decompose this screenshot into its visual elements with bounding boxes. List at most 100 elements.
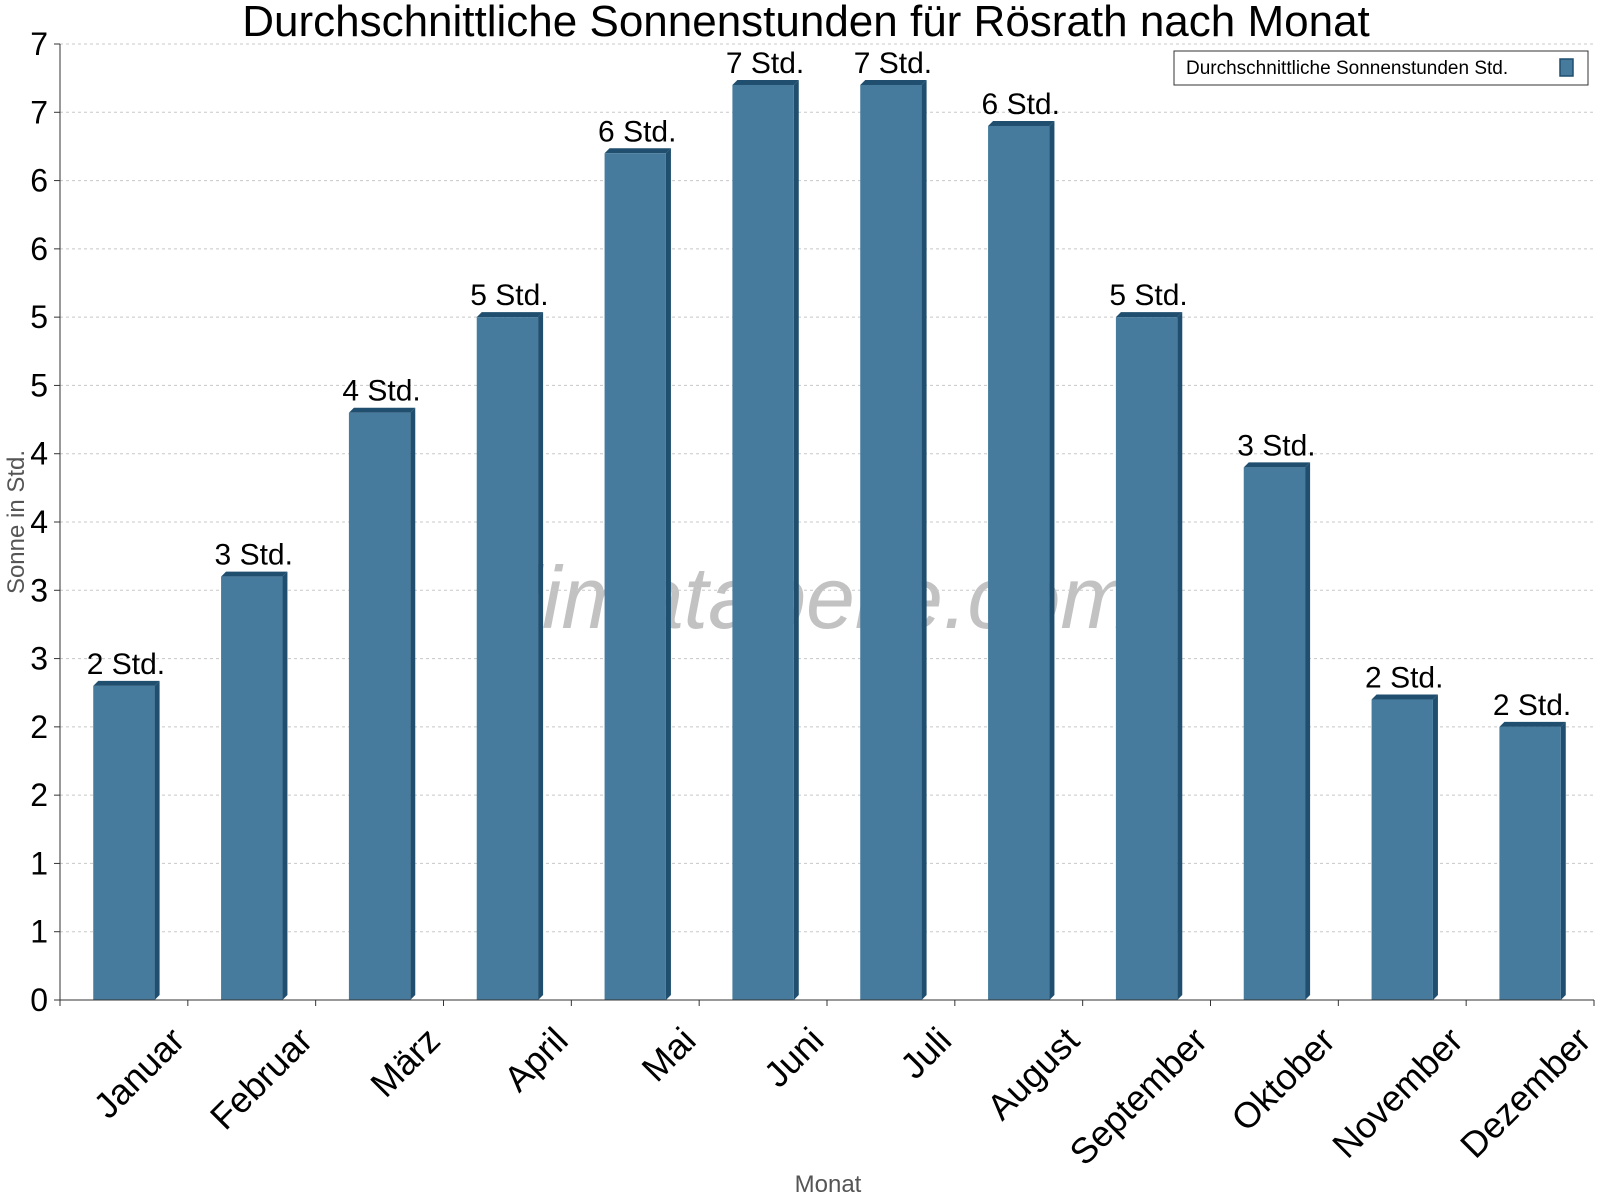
bar-value-label: 4 Std. <box>342 375 420 408</box>
bar-value-label: 7 Std. <box>854 47 932 80</box>
bar-front <box>93 685 155 1000</box>
bar-value-label: 5 Std. <box>1109 279 1187 312</box>
x-tick-label: Februar <box>202 1019 320 1137</box>
bar-side <box>793 79 799 1000</box>
x-tick-label: August <box>979 1019 1087 1127</box>
bar-value-label: 6 Std. <box>598 115 676 148</box>
bar-top <box>348 407 416 413</box>
bar-side <box>1560 721 1566 1000</box>
x-tick-label: Juni <box>756 1019 832 1095</box>
bar-front <box>988 125 1050 1000</box>
legend: Durchschnittliche Sonnenstunden Std. <box>1173 50 1589 86</box>
value-labels: 2 Std. 3 Std. 4 Std. 5 Std. 6 Std. 7 Std. 7 St… <box>87 47 1572 722</box>
x-tick-label: Oktober <box>1223 1019 1343 1139</box>
bar-top <box>1115 312 1183 318</box>
bar-side <box>154 680 160 1000</box>
bar <box>1243 462 1311 1000</box>
y-tick-label: 1 <box>30 845 48 881</box>
y-tick-label: 2 <box>30 777 48 813</box>
bar-side <box>282 571 288 1000</box>
bar-side <box>921 79 927 1000</box>
x-tick-label: Juli <box>892 1019 959 1086</box>
bar-value-label: 3 Std. <box>1237 429 1315 462</box>
bar <box>732 79 799 1000</box>
bar <box>1499 721 1566 1000</box>
bar-front <box>1243 467 1306 1000</box>
legend-entry-label: Durchschnittliche Sonnenstunden Std. <box>1186 58 1508 79</box>
y-ticks: 0 1 1 2 2 3 3 4 4 5 5 6 6 7 7 <box>30 26 60 1018</box>
chart-title: Durchschnittliche Sonnenstunden für Rösr… <box>242 0 1370 46</box>
y-tick-label: 7 <box>30 94 48 130</box>
bar <box>476 312 544 1001</box>
bar-value-label: 7 Std. <box>726 47 804 80</box>
x-tick-label: September <box>1061 1019 1215 1173</box>
x-axis-title: Monat <box>795 1171 862 1198</box>
bar-top <box>93 680 160 686</box>
bar-front <box>732 84 794 1000</box>
legend-box <box>1173 50 1589 86</box>
bar <box>348 407 416 1000</box>
bar-front <box>604 153 666 1000</box>
x-tick-label: April <box>496 1019 576 1099</box>
x-tick-label: Dezember <box>1452 1019 1598 1165</box>
x-tick-label: Mai <box>634 1019 704 1089</box>
bar-top <box>1499 721 1566 727</box>
y-tick-label: 6 <box>30 231 48 267</box>
y-tick-label: 4 <box>30 504 48 540</box>
x-tick-label: November <box>1324 1019 1470 1165</box>
bar-top <box>1371 694 1438 700</box>
grid-lines <box>60 43 1594 933</box>
bar-top <box>221 571 288 577</box>
bar <box>988 120 1055 1000</box>
bar-top <box>1243 462 1311 468</box>
y-tick-label: 4 <box>30 436 48 472</box>
bar-side <box>538 312 544 1001</box>
bar-value-label: 2 Std. <box>1365 662 1443 695</box>
bar-top <box>988 120 1055 126</box>
bar <box>93 680 160 1000</box>
bar-side <box>1177 312 1183 1001</box>
bar-top <box>604 148 671 154</box>
bar-side <box>665 148 671 1000</box>
x-tick-label: Januar <box>85 1019 192 1126</box>
x-ticks: Januar Februar März April Mai Juni Juli AugustS… <box>59 1000 1598 1173</box>
bar-front <box>860 84 922 1000</box>
bar-value-label: 2 Std. <box>1493 689 1571 722</box>
bar-front <box>221 576 283 1000</box>
y-tick-label: 7 <box>30 26 48 62</box>
bar-front <box>348 412 411 1000</box>
bar-side <box>410 407 416 1000</box>
y-axis-title: Sonne in Std. <box>3 450 30 594</box>
x-tick-label: März <box>362 1019 448 1105</box>
bar <box>1371 694 1438 1000</box>
bar <box>860 79 927 1000</box>
bar-top <box>476 312 544 318</box>
bar-value-label: 5 Std. <box>470 279 548 312</box>
bar-front <box>1499 726 1561 1000</box>
bar-value-label: 6 Std. <box>982 88 1060 121</box>
bar-value-label: 3 Std. <box>215 539 293 572</box>
bar-value-label: 2 Std. <box>87 648 165 681</box>
bar <box>604 148 671 1000</box>
bar-front <box>1115 317 1178 1001</box>
bar-side <box>1049 120 1055 1000</box>
y-tick-label: 2 <box>30 709 48 745</box>
y-tick-label: 5 <box>30 367 48 403</box>
y-tick-label: 3 <box>30 641 48 677</box>
y-tick-label: 6 <box>30 163 48 199</box>
bar-front <box>1371 699 1433 1000</box>
y-tick-label: 5 <box>30 299 48 335</box>
bars <box>93 79 1566 1001</box>
bar <box>221 571 288 1000</box>
bar-top <box>732 79 799 85</box>
bar-top <box>860 79 927 85</box>
y-tick-label: 1 <box>30 914 48 950</box>
bar-side <box>1305 462 1311 1000</box>
bar <box>1115 312 1183 1001</box>
y-tick-label: 0 <box>30 982 48 1018</box>
bar-side <box>1432 694 1438 1000</box>
y-tick-label: 3 <box>30 572 48 608</box>
legend-swatch <box>1559 58 1574 77</box>
bar-front <box>476 317 539 1001</box>
